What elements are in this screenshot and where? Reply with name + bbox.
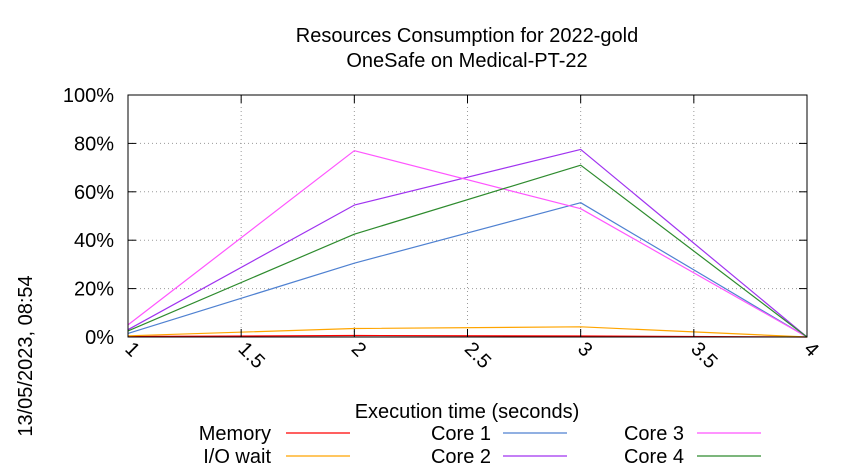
x-axis-label: Execution time (seconds) <box>355 401 580 423</box>
legend-label-i-o-wait: I/O wait <box>203 446 271 468</box>
x-tick-label: 1.5 <box>234 338 269 373</box>
chart-subtitle: OneSafe on Medical-PT-22 <box>346 50 587 72</box>
series-line-core-4 <box>127 164 808 338</box>
series-line-core-2 <box>127 148 808 338</box>
x-tick-label: 2.5 <box>460 338 495 373</box>
grid <box>128 95 807 337</box>
x-tick-label: 3 <box>573 338 596 361</box>
legend-label-core-1: Core 1 <box>431 423 491 445</box>
y-tick-label: 80% <box>74 133 114 155</box>
legend-label-core-2: Core 2 <box>431 446 491 468</box>
series-line-core-1 <box>127 202 808 338</box>
x-tick-label: 3.5 <box>686 338 721 373</box>
x-tick-label: 2 <box>347 338 370 361</box>
chart-title: Resources Consumption for 2022-gold <box>296 25 638 47</box>
x-tick-label: 4 <box>799 338 822 361</box>
x-axis-ticks: 1 1.5 2 2.5 3 3.5 4 <box>120 95 823 373</box>
y-tick-label: 0% <box>85 327 114 349</box>
y-tick-label: 60% <box>74 182 114 204</box>
legend-label-core-4: Core 4 <box>624 446 684 468</box>
legend-label-memory: Memory <box>199 423 271 445</box>
series-line-core-3 <box>127 150 808 338</box>
y-tick-label: 40% <box>74 230 114 252</box>
y-tick-label: 20% <box>74 279 114 301</box>
x-tick-label: 1 <box>120 338 143 361</box>
legend-label-core-3: Core 3 <box>624 423 684 445</box>
timestamp-label: 13/05/2023, 08:54 <box>15 275 37 436</box>
y-axis-ticks: 0% 20% 40% 60% 80% 100% <box>63 85 807 349</box>
y-tick-label: 100% <box>63 85 114 107</box>
